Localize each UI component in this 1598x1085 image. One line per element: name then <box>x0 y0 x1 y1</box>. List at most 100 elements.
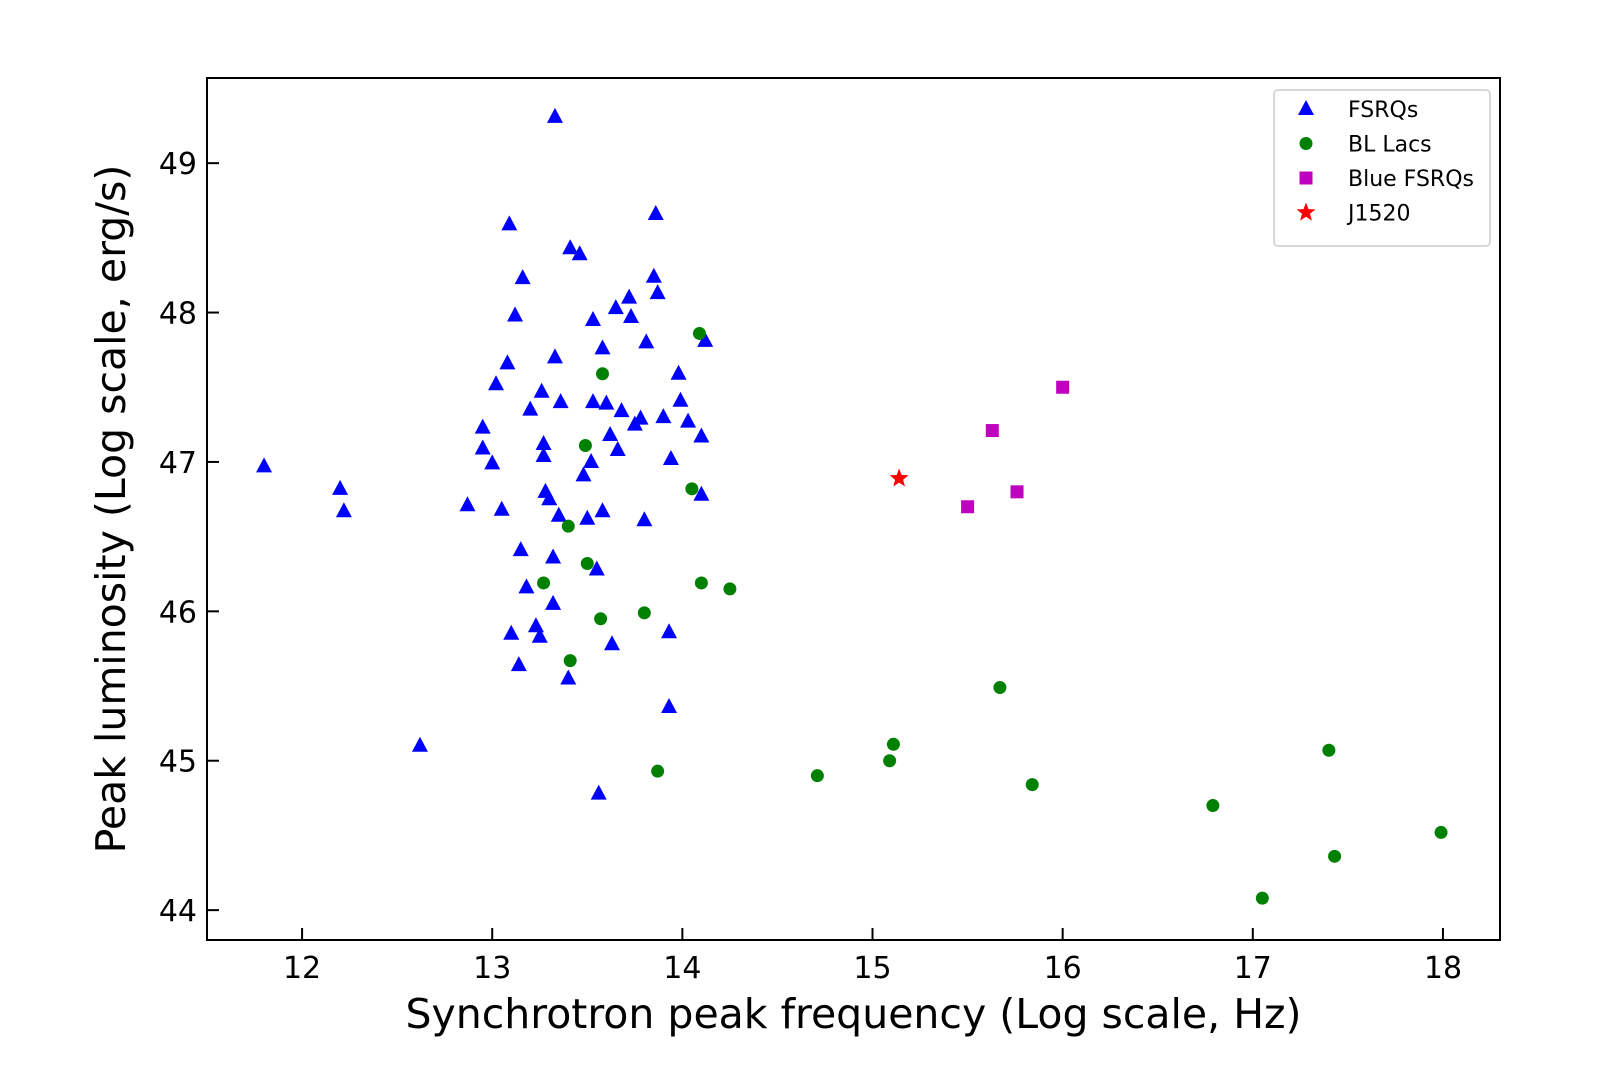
data-point <box>527 617 544 633</box>
data-point <box>550 506 567 522</box>
data-point <box>510 656 527 672</box>
x-tick-label: 15 <box>853 951 891 986</box>
data-point <box>522 400 539 416</box>
data-point <box>637 606 651 620</box>
data-point <box>694 576 708 590</box>
legend-label: FSRQs <box>1348 98 1418 123</box>
data-point <box>1206 799 1220 813</box>
y-tick-label: 47 <box>159 446 197 481</box>
data-point <box>1322 743 1336 757</box>
data-point <box>563 654 577 668</box>
series-fsrqs <box>256 107 714 800</box>
data-point <box>552 393 569 409</box>
data-point <box>661 697 678 713</box>
data-point <box>584 393 601 409</box>
data-point <box>546 348 563 364</box>
data-point <box>647 204 664 220</box>
x-tick-label: 13 <box>473 951 511 986</box>
data-point <box>578 439 592 453</box>
data-point <box>985 424 999 438</box>
data-point <box>632 409 649 425</box>
data-point <box>693 427 710 443</box>
data-point <box>685 482 699 496</box>
data-point <box>535 435 552 451</box>
data-point <box>499 354 516 370</box>
data-point <box>594 502 611 518</box>
legend-label: Blue FSRQs <box>1348 167 1474 192</box>
series-j1520 <box>889 468 909 487</box>
data-point <box>590 784 607 800</box>
data-point <box>493 500 510 516</box>
data-point <box>889 468 909 487</box>
data-point <box>474 418 491 434</box>
data-point <box>546 107 563 123</box>
data-point <box>693 485 710 501</box>
series-blue-fsrqs <box>961 380 1070 514</box>
x-tick-label: 12 <box>283 951 321 986</box>
data-point <box>723 582 737 596</box>
data-point <box>332 479 349 495</box>
data-point <box>961 500 975 514</box>
data-point <box>596 367 610 381</box>
data-point <box>545 594 562 610</box>
data-point <box>512 541 529 557</box>
data-points <box>256 107 1448 905</box>
data-point <box>411 736 428 752</box>
plot-frame <box>206 77 1501 941</box>
data-point <box>1255 891 1269 905</box>
data-point <box>1328 849 1342 863</box>
data-point <box>604 635 621 651</box>
data-point <box>645 267 662 283</box>
data-point <box>638 333 655 349</box>
data-point <box>571 245 588 261</box>
data-point <box>459 496 476 512</box>
data-point <box>680 412 697 428</box>
data-point <box>562 239 579 255</box>
data-point <box>518 578 535 594</box>
data-point <box>697 331 714 347</box>
data-point <box>883 754 897 768</box>
legend-marker <box>1296 202 1316 221</box>
data-point <box>623 308 640 324</box>
data-point <box>594 339 611 355</box>
data-point <box>560 669 577 685</box>
data-point <box>474 439 491 455</box>
legend-marker <box>1299 171 1313 185</box>
data-point <box>531 627 548 643</box>
legend: FSRQs BL Lacs Blue FSRQs J1520 <box>1273 89 1491 247</box>
data-point <box>609 440 626 456</box>
data-point <box>580 557 594 571</box>
data-point <box>545 548 562 564</box>
legend-marker <box>1299 137 1313 150</box>
y-tick-label: 46 <box>159 595 197 630</box>
data-point <box>672 391 689 407</box>
data-point <box>488 375 505 391</box>
data-point <box>598 394 615 410</box>
data-point <box>651 764 665 778</box>
data-point <box>583 452 600 468</box>
data-point <box>537 576 551 590</box>
x-tick-label: 16 <box>1044 951 1082 986</box>
y-axis-title: Peak luminosity (Log scale, erg/s) <box>87 165 135 854</box>
data-point <box>670 364 687 380</box>
legend-box <box>1273 89 1491 247</box>
x-tick-label: 14 <box>663 951 701 986</box>
data-point <box>607 299 624 315</box>
data-point <box>1056 380 1070 394</box>
x-tick-label: 17 <box>1234 951 1272 986</box>
data-point <box>661 623 678 639</box>
data-point <box>256 457 273 473</box>
data-point <box>575 466 592 482</box>
data-point <box>655 408 672 424</box>
x-tick-label: 18 <box>1424 951 1462 986</box>
data-point <box>1010 485 1024 499</box>
data-point <box>613 402 630 418</box>
axis-ticks: 12 13 14 15 16 17 18 44 45 46 47 48 49 <box>159 147 1462 986</box>
legend-label: BL Lacs <box>1348 133 1432 158</box>
data-point <box>507 306 524 322</box>
data-point <box>636 511 653 527</box>
y-tick-label: 49 <box>159 147 197 182</box>
data-point <box>579 509 596 525</box>
